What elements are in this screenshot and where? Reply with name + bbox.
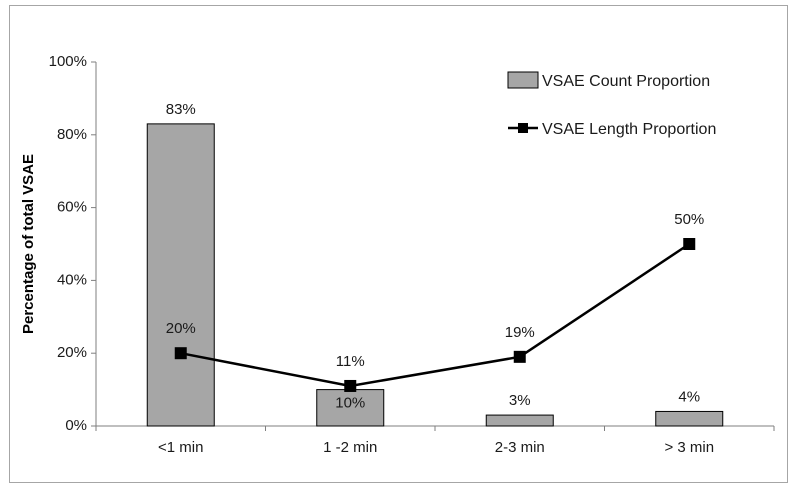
legend-bar-label: VSAE Count Proportion <box>542 73 710 90</box>
line-data-label: 20% <box>166 320 196 337</box>
bar-data-label: 3% <box>509 392 531 409</box>
bar-data-label: 10% <box>335 395 365 412</box>
line-marker <box>513 350 526 363</box>
x-tick-label: > 3 min <box>664 439 714 456</box>
line-data-label: 50% <box>674 211 704 228</box>
line-marker <box>174 347 187 360</box>
bar-data-label: 83% <box>166 101 196 118</box>
y-tick-label: 40% <box>57 271 87 288</box>
chart-frame <box>9 5 788 483</box>
bar <box>655 410 724 427</box>
x-tick-label: <1 min <box>158 439 203 456</box>
x-tick-label: 2-3 min <box>495 439 545 456</box>
y-tick-label: 80% <box>57 126 87 143</box>
y-tick-label: 100% <box>49 53 87 70</box>
x-tick-label: 1 -2 min <box>323 439 377 456</box>
y-tick-label: 60% <box>57 199 87 216</box>
line-data-label: 11% <box>336 353 365 370</box>
bar-series <box>146 123 724 427</box>
legend-line-label: VSAE Length Proportion <box>542 121 716 138</box>
line-series <box>174 238 696 392</box>
legend-line-marker <box>518 123 528 133</box>
legend: VSAE Count Proportion VSAE Length Propor… <box>507 71 716 138</box>
line-path <box>180 242 690 388</box>
legend-bar-swatch <box>507 71 539 89</box>
y-tick-label: 20% <box>57 344 87 361</box>
line-marker <box>344 379 357 392</box>
y-axis-label: Percentage of total VSAE <box>20 154 37 334</box>
line-data-label: 19% <box>505 324 535 341</box>
line-marker <box>683 238 696 250</box>
bar-data-label: 4% <box>678 388 700 405</box>
bar <box>485 414 554 427</box>
data-labels: 83% 10% 3% 4% 20% 11% 19% 50% <box>166 101 705 412</box>
bar <box>146 123 215 427</box>
y-tick-label: 0% <box>65 417 87 434</box>
